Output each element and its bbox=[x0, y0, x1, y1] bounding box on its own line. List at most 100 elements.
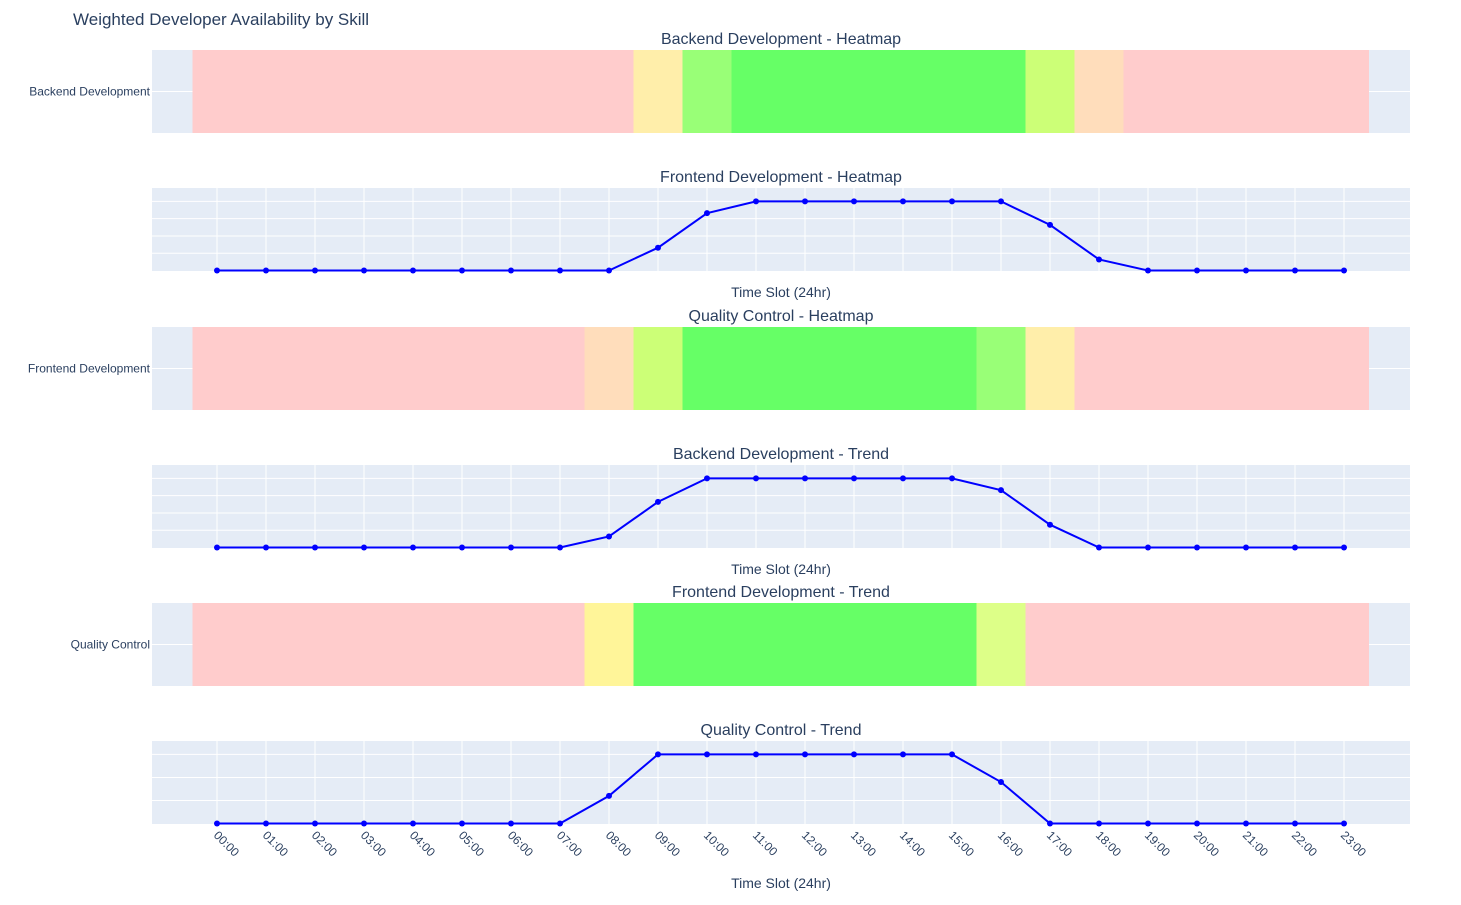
x-tick-label: 02:00 bbox=[309, 828, 340, 859]
data-point bbox=[1047, 221, 1053, 228]
heatmap-cell bbox=[241, 50, 291, 133]
heatmap-cell bbox=[437, 603, 487, 686]
heatmap-cell bbox=[731, 603, 781, 686]
heatmap-cell bbox=[388, 50, 438, 133]
figure-title: Weighted Developer Availability by Skill bbox=[73, 10, 369, 29]
y-tick-label: Frontend Development bbox=[28, 362, 151, 376]
heatmap-cell bbox=[1172, 50, 1222, 133]
data-point bbox=[312, 544, 318, 551]
data-point bbox=[312, 267, 318, 274]
heatmap-cell bbox=[1074, 327, 1124, 410]
subplot-title: Frontend Development - Trend bbox=[672, 584, 890, 601]
data-point bbox=[1194, 267, 1200, 274]
heatmap-cell bbox=[927, 603, 977, 686]
x-tick-label: 20:00 bbox=[1191, 828, 1222, 859]
data-point bbox=[802, 475, 808, 482]
x-tick-label: 10:00 bbox=[701, 828, 732, 859]
data-point bbox=[655, 751, 661, 758]
data-point bbox=[1292, 544, 1298, 551]
data-point bbox=[704, 751, 710, 758]
heatmap-cell bbox=[290, 603, 340, 686]
heatmap-cell bbox=[829, 327, 879, 410]
subplot-title: Frontend Development - Heatmap bbox=[660, 169, 902, 186]
data-point bbox=[1194, 820, 1200, 827]
series-line bbox=[217, 753, 1344, 825]
x-tick-label: 07:00 bbox=[554, 828, 585, 859]
data-point bbox=[1292, 267, 1298, 274]
heatmap-cell bbox=[535, 327, 585, 410]
data-point bbox=[557, 820, 563, 827]
data-point bbox=[508, 267, 514, 274]
heatmap-cell bbox=[290, 327, 340, 410]
heatmap-cell bbox=[486, 50, 536, 133]
y-tick-label: Backend Development bbox=[29, 85, 150, 99]
data-point bbox=[557, 544, 563, 551]
heatmap-cell bbox=[1319, 603, 1369, 686]
subplot-title: Backend Development - Trend bbox=[673, 446, 889, 463]
data-point bbox=[410, 544, 416, 551]
data-point bbox=[753, 198, 759, 205]
data-point bbox=[1047, 820, 1053, 827]
data-point bbox=[459, 267, 465, 274]
x-tick-label: 12:00 bbox=[799, 828, 830, 859]
heatmap-cell bbox=[1221, 327, 1271, 410]
heatmap-cell bbox=[633, 603, 683, 686]
heatmap-cell bbox=[633, 327, 683, 410]
x-tick-label: 15:00 bbox=[946, 828, 977, 859]
data-point bbox=[1243, 544, 1249, 551]
subplot-panels: Backend Development - Heatmap Backend Dev… bbox=[28, 31, 1410, 891]
heatmap-cell bbox=[780, 50, 830, 133]
x-tick-label: 09:00 bbox=[652, 828, 683, 859]
heatmap-cell bbox=[682, 603, 732, 686]
subplot-6: Quality Control - Trend Time Slot (24hr) 0… bbox=[152, 722, 1410, 891]
data-point bbox=[263, 820, 269, 827]
x-tick-label: 13:00 bbox=[848, 828, 879, 859]
subplot-1: Backend Development - Heatmap Backend Dev… bbox=[29, 31, 1410, 133]
data-point bbox=[655, 498, 661, 505]
data-point bbox=[1243, 267, 1249, 274]
heatmap-cell bbox=[927, 327, 977, 410]
x-tick-label: 17:00 bbox=[1044, 828, 1075, 859]
heatmap-cell bbox=[1270, 50, 1320, 133]
heatmap-cell bbox=[1025, 327, 1075, 410]
heatmap-cell bbox=[241, 327, 291, 410]
data-point bbox=[361, 267, 367, 274]
heatmap-cell bbox=[1221, 603, 1271, 686]
data-point bbox=[949, 475, 955, 482]
heatmap-cell bbox=[927, 50, 977, 133]
data-point bbox=[851, 198, 857, 205]
x-tick-label: 22:00 bbox=[1289, 828, 1320, 859]
subplot-3: Quality Control - Heatmap Frontend Develo… bbox=[28, 308, 1410, 410]
data-point bbox=[557, 267, 563, 274]
heatmap-cell bbox=[388, 603, 438, 686]
data-point bbox=[949, 198, 955, 205]
x-tick-label: 01:00 bbox=[260, 828, 291, 859]
x-tick-label: 00:00 bbox=[211, 828, 242, 859]
data-point bbox=[214, 267, 220, 274]
heatmap-cell bbox=[731, 327, 781, 410]
data-point bbox=[459, 544, 465, 551]
x-tick-label: 19:00 bbox=[1142, 828, 1173, 859]
data-point bbox=[998, 487, 1004, 494]
data-point bbox=[1341, 267, 1347, 274]
heatmap-cell bbox=[976, 50, 1026, 133]
data-point bbox=[508, 544, 514, 551]
heatmap-cell bbox=[192, 50, 242, 133]
data-point bbox=[900, 751, 906, 758]
data-point bbox=[1145, 267, 1151, 274]
data-point bbox=[214, 544, 220, 551]
heatmap-cell bbox=[976, 327, 1026, 410]
x-tick-label: 05:00 bbox=[456, 828, 487, 859]
data-point bbox=[753, 475, 759, 482]
data-point bbox=[802, 751, 808, 758]
heatmap-cell bbox=[1123, 50, 1173, 133]
heatmap-cell bbox=[437, 327, 487, 410]
data-point bbox=[851, 751, 857, 758]
heatmap-cell bbox=[1025, 50, 1075, 133]
heatmap-cell bbox=[584, 327, 634, 410]
heatmap-cell bbox=[1074, 50, 1124, 133]
data-point bbox=[1096, 256, 1102, 263]
data-point bbox=[1243, 820, 1249, 827]
